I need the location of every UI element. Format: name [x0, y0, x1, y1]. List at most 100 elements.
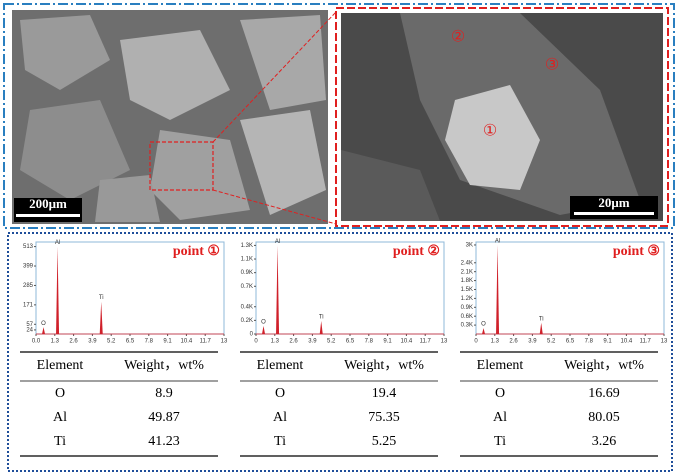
- plot-frame: [255, 241, 445, 335]
- x-tick-label: 0.0: [32, 339, 41, 345]
- table-header: Element: [477, 358, 524, 373]
- sem-left: 200μm: [12, 10, 337, 225]
- x-tick-label: 2.6: [289, 339, 298, 345]
- marker: ②: [451, 29, 465, 46]
- y-tick-label: 3K: [466, 243, 473, 249]
- panel-title: point ①: [173, 244, 220, 259]
- peak: [482, 328, 486, 334]
- x-tick-label: 10.4: [181, 339, 193, 345]
- x-tick-label: 1.3: [491, 339, 500, 345]
- x-tick-label: 6.5: [566, 339, 575, 345]
- y-tick-label: 1.2K: [461, 296, 473, 302]
- table-cell: 8.9: [155, 386, 173, 401]
- table-cell: Al: [53, 410, 67, 425]
- x-tick-label: 7.8: [145, 339, 154, 345]
- marker: ①: [483, 123, 497, 140]
- peak: [496, 244, 500, 334]
- bottom-frame: [7, 232, 673, 472]
- sem-right: 20μm ① ② ③: [335, 7, 669, 227]
- x-tick-label: 7.8: [365, 339, 374, 345]
- plot-frame: [35, 241, 225, 335]
- peak-label: O: [261, 319, 266, 325]
- table-header: Weight，wt%: [124, 358, 204, 373]
- table-cell: 49.87: [148, 410, 180, 425]
- table-cell: 80.05: [588, 410, 620, 425]
- y-tick-label: 1.5K: [461, 287, 473, 293]
- x-tick-label: 9.1: [163, 339, 172, 345]
- peak: [56, 246, 60, 334]
- x-tick-label: 3.9: [308, 339, 317, 345]
- x-tick-label: 13: [661, 339, 668, 345]
- peak-label: Al: [275, 239, 280, 245]
- peak-label: Al: [495, 239, 500, 245]
- x-tick-label: 0: [254, 339, 258, 345]
- x-tick-label: 1.3: [51, 339, 60, 345]
- table-cell: O: [495, 386, 505, 401]
- y-tick-label: 0.9K: [461, 305, 473, 311]
- x-tick-label: 9.1: [603, 339, 612, 345]
- x-tick-label: 11.7: [200, 339, 212, 345]
- y-tick-label: 57: [26, 322, 33, 328]
- table-cell: O: [55, 386, 65, 401]
- table-cell: 41.23: [148, 434, 180, 449]
- x-tick-label: 2.6: [509, 339, 518, 345]
- peak: [99, 301, 103, 334]
- y-tick-label: 0.2K: [241, 318, 253, 324]
- table-header: Element: [37, 358, 84, 373]
- table-cell: Ti: [54, 434, 66, 449]
- table-cell: 16.69: [588, 386, 620, 401]
- peak: [262, 325, 266, 334]
- peak-label: Ti: [319, 315, 324, 321]
- x-tick-label: 3.9: [88, 339, 97, 345]
- x-tick-label: 13: [221, 339, 228, 345]
- peak: [539, 322, 543, 334]
- peak-label: Ti: [99, 295, 104, 301]
- marker: ③: [545, 57, 559, 74]
- peak-label: O: [41, 321, 46, 327]
- scale-label: 200μm: [29, 196, 67, 211]
- y-tick-label: 0.4K: [241, 304, 253, 310]
- scale-label: 20μm: [598, 195, 629, 210]
- peak: [42, 327, 46, 334]
- table-cell: Ti: [274, 434, 286, 449]
- x-tick-label: 2.6: [69, 339, 78, 345]
- x-tick-label: 5.2: [327, 339, 336, 345]
- y-tick-label: 2.1K: [461, 269, 473, 275]
- y-tick-label: 0.7K: [241, 284, 253, 290]
- y-tick-label: 1.3K: [241, 243, 253, 249]
- x-tick-label: 5.2: [107, 339, 116, 345]
- plot-frame: [475, 241, 665, 335]
- y-tick-label: 513: [23, 244, 34, 250]
- table-cell: O: [275, 386, 285, 401]
- peak-label: O: [481, 322, 486, 328]
- y-tick-label: 2.4K: [461, 260, 473, 266]
- y-tick-label: 1.1K: [241, 257, 253, 263]
- y-tick-label: 171: [23, 302, 34, 308]
- peak-label: Al: [55, 240, 60, 246]
- y-tick-label: 0.3K: [461, 323, 473, 329]
- table-cell: Ti: [494, 434, 506, 449]
- x-tick-label: 11.7: [640, 339, 652, 345]
- x-tick-label: 6.5: [346, 339, 355, 345]
- y-tick-label: 285: [23, 283, 34, 289]
- x-tick-label: 5.2: [547, 339, 556, 345]
- x-tick-label: 10.4: [401, 339, 413, 345]
- table-cell: 19.4: [372, 386, 397, 401]
- table-cell: Al: [493, 410, 507, 425]
- top-frame: [3, 3, 675, 229]
- peak: [276, 245, 280, 334]
- table-header: Weight，wt%: [344, 358, 424, 373]
- panel-title: point ②: [393, 244, 440, 259]
- y-tick-label: 399: [23, 264, 34, 270]
- x-tick-label: 6.5: [126, 339, 135, 345]
- x-tick-label: 10.4: [621, 339, 633, 345]
- y-tick-label: 0: [250, 332, 254, 338]
- y-tick-label: 24: [26, 327, 33, 333]
- panel-title: point ③: [613, 244, 660, 259]
- table-header: Weight，wt%: [564, 358, 644, 373]
- table-cell: 3.26: [592, 434, 617, 449]
- peak: [319, 321, 323, 334]
- y-tick-label: 1.8K: [461, 278, 473, 284]
- x-tick-label: 9.1: [383, 339, 392, 345]
